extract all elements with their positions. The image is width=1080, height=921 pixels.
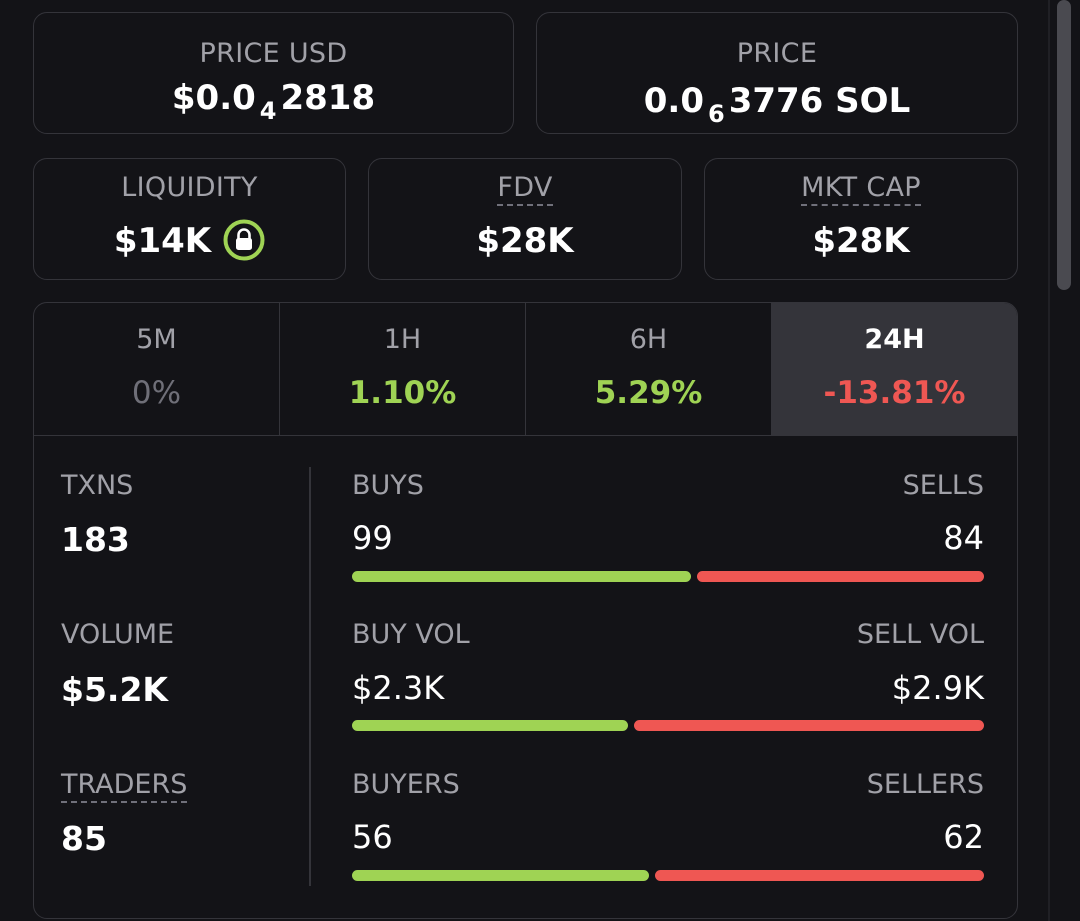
buy-vol-label: BUY VOL [352, 619, 470, 650]
tab-6h[interactable]: 6H 5.29% [526, 303, 772, 435]
tab-1h-change: 1.10% [348, 375, 457, 411]
timeframe-tabs: 5M 0% 1H 1.10% 6H 5.29% 24H -13.81% [34, 303, 1017, 436]
tab-5m[interactable]: 5M 0% [34, 303, 280, 435]
sells-value: 84 [943, 519, 984, 557]
tab-6h-change: 5.29% [594, 375, 703, 411]
price-sol-zero-count: 6 [707, 100, 725, 128]
buy-vol-value: $2.3K [352, 669, 445, 707]
sells-label: SELLS [902, 470, 984, 501]
price-usd-prefix: $0.0 [171, 78, 256, 118]
sells-bar-segment [697, 571, 984, 582]
fdv-label: FDV [369, 171, 681, 206]
buyers-label: BUYERS [352, 769, 460, 800]
lock-icon[interactable] [223, 219, 265, 261]
stats-panel: 5M 0% 1H 1.10% 6H 5.29% 24H -13.81% TXNS… [33, 302, 1018, 919]
price-usd-zero-count: 4 [259, 97, 277, 125]
sell-vol-value: $2.9K [891, 669, 984, 707]
traders-label[interactable]: TRADERS [61, 768, 188, 803]
scrollbar-track [1048, 0, 1050, 921]
mkt-cap-label: MKT CAP [705, 171, 1017, 206]
price-sol-card: PRICE 0.0 6 3776 SOL [536, 12, 1018, 134]
tab-5m-label: 5M [136, 324, 177, 355]
price-sol-prefix: 0.0 [643, 81, 704, 121]
buy-sell-vol-bar [352, 720, 984, 731]
buys-value: 99 [352, 519, 393, 557]
tab-5m-change: 0% [131, 375, 182, 411]
buys-sells-bar [352, 571, 984, 582]
liquidity-value: $14K [113, 221, 212, 261]
price-usd-value: $0.0 4 2818 [34, 76, 513, 125]
price-sol-value: 0.0 6 3776 SOL [537, 79, 1017, 128]
traders-value: 85 [61, 819, 107, 858]
tab-1h[interactable]: 1H 1.10% [280, 303, 526, 435]
buys-label: BUYS [352, 470, 424, 501]
scrollbar[interactable] [1048, 0, 1080, 921]
txns-value: 183 [61, 520, 130, 559]
volume-value: $5.2K [61, 670, 168, 709]
mkt-cap-value: $28K [812, 221, 910, 261]
txns-label: TXNS [61, 470, 134, 501]
sellers-label: SELLERS [866, 769, 984, 800]
price-usd-label: PRICE USD [199, 38, 348, 69]
sellers-value: 62 [943, 818, 984, 856]
buyers-value: 56 [352, 818, 393, 856]
buyers-bar-segment [352, 870, 649, 881]
tab-24h-label: 24H [864, 324, 925, 355]
scrollbar-thumb[interactable] [1057, 0, 1071, 290]
stats-divider [309, 467, 311, 886]
sell-vol-label: SELL VOL [856, 619, 984, 650]
price-sol-label: PRICE [736, 38, 818, 69]
price-usd-card: PRICE USD $0.0 4 2818 [33, 12, 514, 134]
sell-vol-bar-segment [634, 720, 984, 731]
liquidity-card: LIQUIDITY $14K [33, 158, 346, 280]
tab-1h-label: 1H [383, 324, 422, 355]
buys-bar-segment [352, 571, 691, 582]
buyers-sellers-bar [352, 870, 984, 881]
buy-vol-bar-segment [352, 720, 628, 731]
sellers-bar-segment [655, 870, 984, 881]
tab-24h[interactable]: 24H -13.81% [772, 303, 1017, 435]
price-sol-digits: 3776 [728, 81, 824, 121]
tab-6h-label: 6H [629, 324, 668, 355]
volume-label: VOLUME [61, 619, 175, 650]
mkt-cap-card[interactable]: MKT CAP $28K [704, 158, 1018, 280]
price-sol-unit: SOL [835, 81, 911, 121]
price-usd-digits: 2818 [280, 78, 376, 118]
liquidity-value-row: $14K [34, 219, 345, 264]
fdv-value: $28K [476, 221, 574, 261]
tab-24h-change: -13.81% [823, 375, 966, 411]
liquidity-label: LIQUIDITY [121, 172, 258, 203]
fdv-card[interactable]: FDV $28K [368, 158, 682, 280]
